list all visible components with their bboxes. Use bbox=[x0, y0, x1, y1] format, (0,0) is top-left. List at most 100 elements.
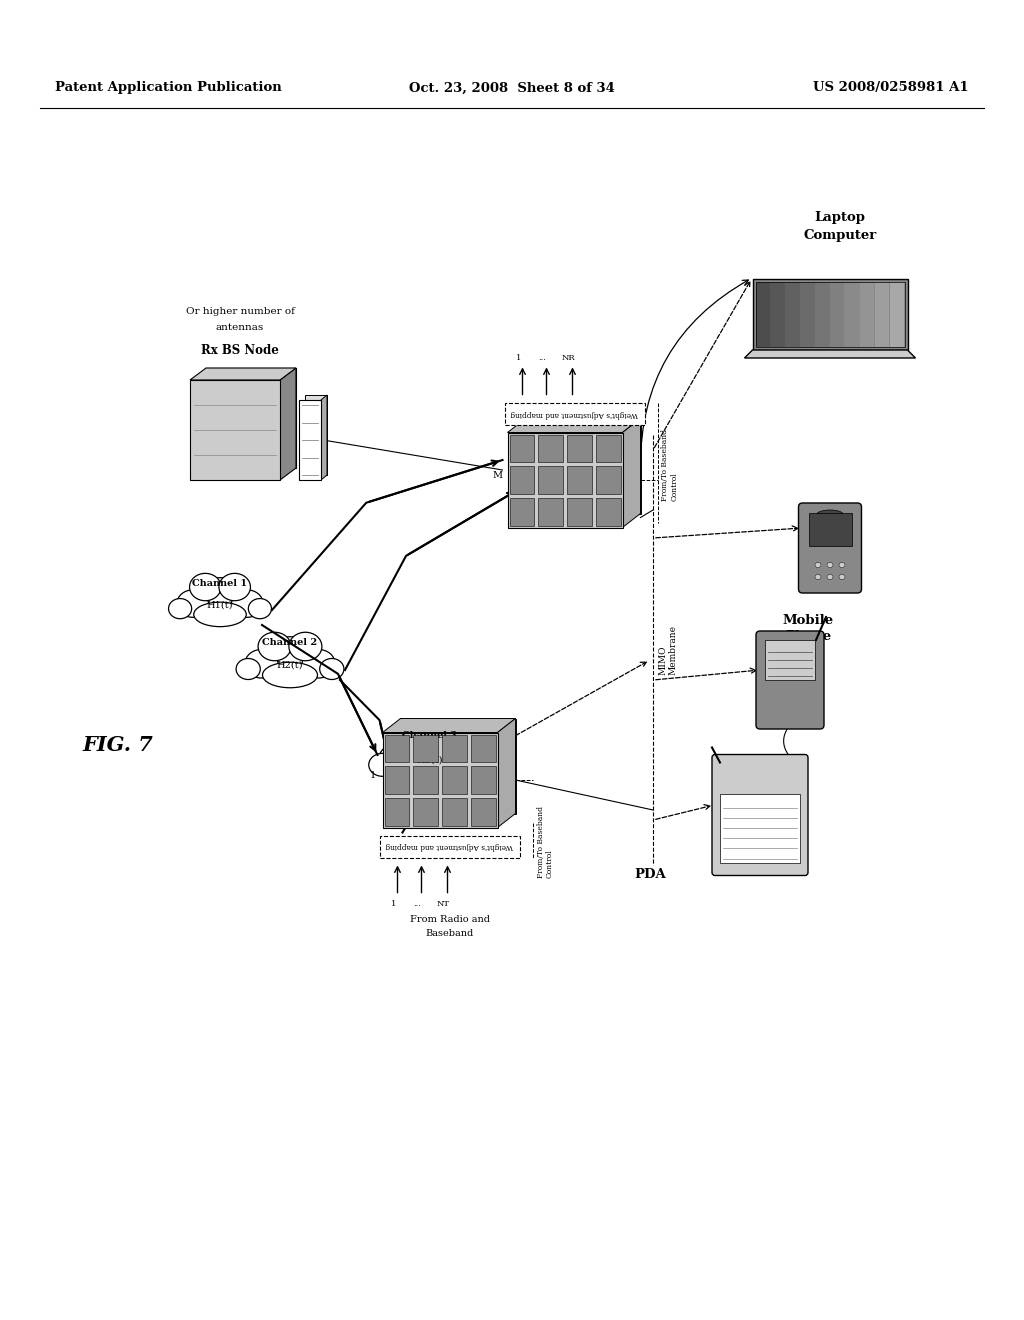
Bar bbox=[800, 281, 815, 347]
Ellipse shape bbox=[816, 510, 844, 520]
Text: H3(t): H3(t) bbox=[417, 755, 443, 764]
Text: PDA: PDA bbox=[634, 869, 666, 882]
Text: From/To Baseband
Control: From/To Baseband Control bbox=[537, 807, 554, 879]
FancyBboxPatch shape bbox=[756, 631, 824, 729]
Bar bbox=[539, 466, 563, 494]
Ellipse shape bbox=[319, 659, 344, 680]
Bar bbox=[756, 281, 770, 347]
Text: Laptop: Laptop bbox=[814, 211, 865, 224]
Bar bbox=[414, 766, 438, 793]
Polygon shape bbox=[321, 395, 327, 480]
Bar bbox=[510, 466, 535, 494]
Bar bbox=[874, 281, 889, 347]
Ellipse shape bbox=[177, 590, 209, 618]
Text: Computer: Computer bbox=[804, 228, 877, 242]
Polygon shape bbox=[400, 718, 515, 813]
Text: Mobile: Mobile bbox=[782, 614, 834, 627]
Bar bbox=[596, 434, 621, 462]
Bar bbox=[785, 281, 800, 347]
Bar bbox=[753, 279, 907, 350]
Text: Oct. 23, 2008  Sheet 8 of 34: Oct. 23, 2008 Sheet 8 of 34 bbox=[409, 82, 615, 95]
Bar bbox=[845, 281, 859, 347]
Text: 1: 1 bbox=[516, 354, 521, 362]
Text: MIMO
Membrane: MIMO Membrane bbox=[658, 624, 678, 675]
Text: NR: NR bbox=[562, 354, 575, 362]
Bar bbox=[299, 400, 321, 480]
Bar bbox=[860, 281, 874, 347]
Bar bbox=[720, 793, 800, 862]
Text: Rx BS Node: Rx BS Node bbox=[201, 343, 279, 356]
Bar bbox=[414, 797, 438, 825]
Text: Weight's Adjustment and mapping: Weight's Adjustment and mapping bbox=[386, 842, 513, 850]
Ellipse shape bbox=[839, 574, 845, 579]
Text: Channel 3: Channel 3 bbox=[402, 731, 458, 741]
Ellipse shape bbox=[464, 754, 492, 776]
Text: 1: 1 bbox=[391, 900, 396, 908]
Bar bbox=[890, 281, 904, 347]
FancyBboxPatch shape bbox=[505, 403, 644, 425]
Text: Channel 1: Channel 1 bbox=[193, 579, 248, 587]
Text: FIG. 7: FIG. 7 bbox=[82, 735, 153, 755]
Ellipse shape bbox=[169, 598, 191, 619]
Ellipse shape bbox=[249, 598, 271, 619]
Bar bbox=[384, 734, 410, 762]
Ellipse shape bbox=[189, 573, 221, 601]
Polygon shape bbox=[508, 433, 623, 528]
Bar bbox=[809, 513, 852, 546]
Polygon shape bbox=[383, 733, 498, 828]
Ellipse shape bbox=[406, 730, 455, 772]
Bar bbox=[765, 639, 815, 680]
Text: ...: ... bbox=[414, 900, 422, 908]
Text: H2(t): H2(t) bbox=[276, 660, 303, 669]
Polygon shape bbox=[508, 418, 640, 433]
Text: Channel 2: Channel 2 bbox=[262, 638, 317, 647]
Bar bbox=[567, 498, 592, 525]
Ellipse shape bbox=[231, 590, 263, 618]
Ellipse shape bbox=[199, 578, 241, 615]
Ellipse shape bbox=[839, 562, 845, 568]
Text: US 2008/0258981 A1: US 2008/0258981 A1 bbox=[813, 82, 969, 95]
Ellipse shape bbox=[394, 725, 431, 756]
Polygon shape bbox=[206, 368, 296, 469]
Polygon shape bbox=[744, 350, 915, 358]
Ellipse shape bbox=[443, 743, 481, 775]
Text: Phone: Phone bbox=[785, 631, 831, 644]
Bar bbox=[596, 498, 621, 525]
Ellipse shape bbox=[827, 562, 833, 568]
Bar bbox=[510, 434, 535, 462]
Ellipse shape bbox=[827, 574, 833, 579]
Ellipse shape bbox=[194, 602, 246, 627]
Bar bbox=[539, 498, 563, 525]
Text: antennas: antennas bbox=[216, 323, 264, 333]
Bar bbox=[442, 766, 467, 793]
Bar bbox=[442, 797, 467, 825]
Polygon shape bbox=[623, 418, 640, 528]
Text: ...: ... bbox=[539, 354, 547, 362]
Ellipse shape bbox=[219, 573, 251, 601]
Polygon shape bbox=[305, 395, 327, 475]
Polygon shape bbox=[525, 418, 640, 513]
Ellipse shape bbox=[429, 725, 466, 756]
Ellipse shape bbox=[379, 743, 416, 775]
Bar bbox=[414, 734, 438, 762]
Polygon shape bbox=[498, 718, 515, 828]
Bar bbox=[471, 797, 496, 825]
Text: NT: NT bbox=[437, 900, 450, 908]
Polygon shape bbox=[280, 368, 296, 480]
Bar bbox=[567, 466, 592, 494]
Ellipse shape bbox=[398, 758, 461, 785]
Bar bbox=[539, 434, 563, 462]
Bar bbox=[471, 734, 496, 762]
Text: Or higher number of: Or higher number of bbox=[185, 308, 295, 317]
Ellipse shape bbox=[815, 562, 821, 568]
Text: M: M bbox=[493, 471, 503, 480]
Bar bbox=[770, 281, 784, 347]
Ellipse shape bbox=[268, 636, 312, 676]
FancyBboxPatch shape bbox=[712, 755, 808, 875]
Bar bbox=[815, 281, 829, 347]
Bar bbox=[384, 766, 410, 793]
Bar bbox=[756, 281, 904, 347]
Ellipse shape bbox=[369, 754, 396, 776]
Bar bbox=[596, 466, 621, 494]
Bar bbox=[190, 380, 280, 480]
